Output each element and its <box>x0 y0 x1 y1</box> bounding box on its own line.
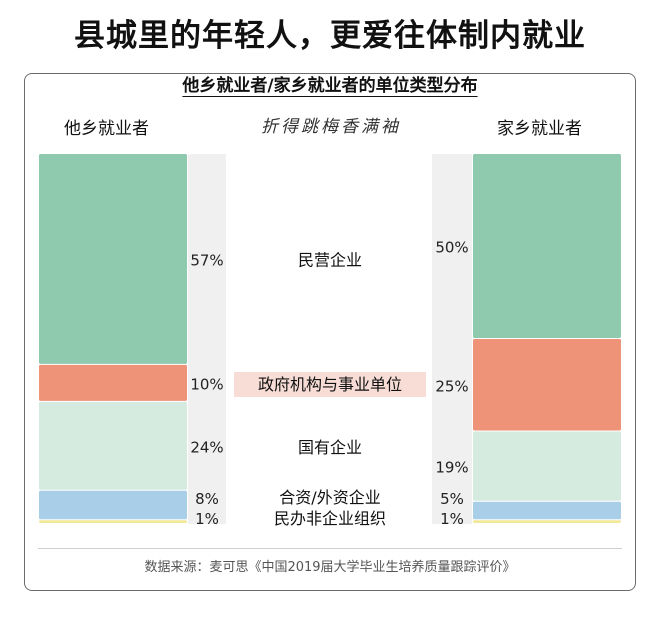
category-label-3: 合资/外资企业 <box>279 488 380 507</box>
bar-segment-away-3 <box>39 490 187 520</box>
value-label-home-3: 5% <box>440 490 464 508</box>
bar-segment-home-3 <box>473 501 621 520</box>
value-label-away-2: 24% <box>190 438 223 456</box>
chart-title: 他乡就业者/家乡就业者的单位类型分布 <box>182 76 478 96</box>
value-label-away-0: 57% <box>190 251 223 269</box>
source-divider <box>38 548 622 549</box>
value-label-home-1: 25% <box>435 377 468 395</box>
value-label-home-0: 50% <box>435 239 468 257</box>
label-band-0 <box>188 154 226 524</box>
bar-segment-away-1 <box>39 364 187 401</box>
value-label-home-2: 19% <box>435 459 468 477</box>
category-label-bg-1 <box>234 372 426 397</box>
bar-segment-away-2 <box>39 401 187 490</box>
calligraphy-watermark: 折得跳梅香满袖 <box>261 117 401 137</box>
value-label-away-1: 10% <box>190 375 223 393</box>
bar-segment-home-1 <box>473 339 621 431</box>
left-column-label: 他乡就业者 <box>64 119 149 139</box>
category-label-1: 政府机构与事业单位 <box>258 375 402 394</box>
bar-segment-home-2 <box>473 431 621 501</box>
source-note: 数据来源：麦可思《中国2019届大学毕业生培养质量跟踪评价》 <box>144 560 516 575</box>
category-label-0: 民营企业 <box>298 250 362 269</box>
value-label-away-3: 8% <box>195 490 219 508</box>
bar-segment-away-0 <box>39 154 187 364</box>
label-band-1 <box>432 154 472 524</box>
right-column-label: 家乡就业者 <box>497 119 582 139</box>
headline: 县城里的年轻人，更爱往体制内就业 <box>74 18 586 54</box>
category-label-2: 国有企业 <box>298 438 362 457</box>
category-label-4: 民办非企业组织 <box>274 509 386 528</box>
value-label-home-4: 1% <box>440 510 464 528</box>
bar-segment-away-4 <box>39 520 187 523</box>
value-label-away-4: 1% <box>195 510 219 528</box>
bar-segment-home-4 <box>473 520 621 523</box>
bar-segment-home-0 <box>473 154 621 338</box>
